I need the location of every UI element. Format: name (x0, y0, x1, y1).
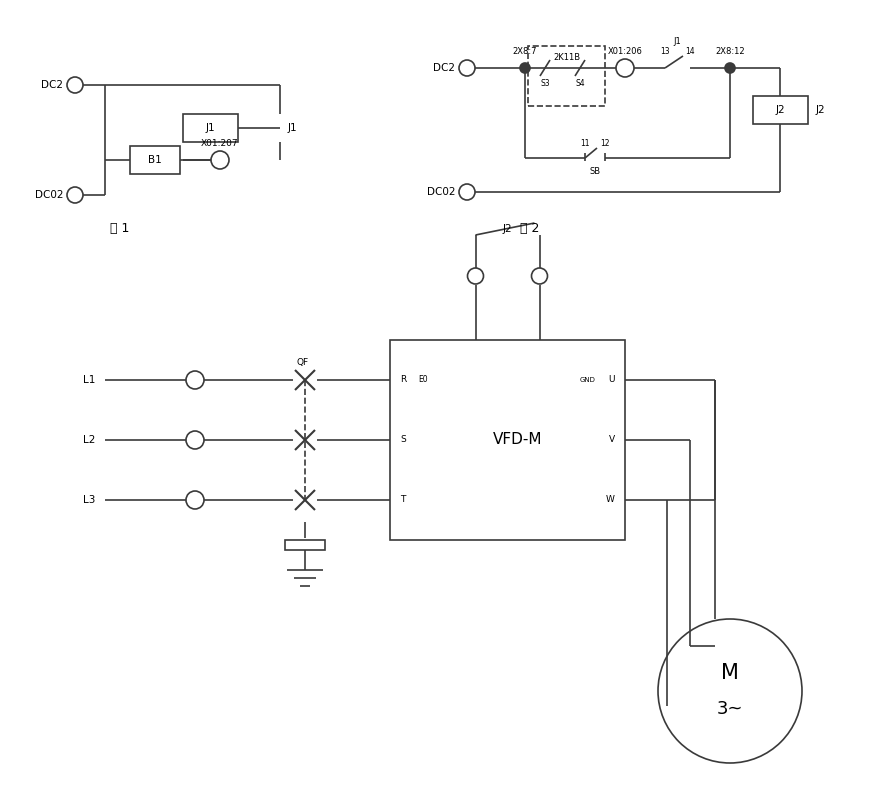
Text: L3: L3 (83, 495, 95, 505)
Text: T: T (400, 495, 406, 505)
Text: B1: B1 (148, 155, 162, 165)
Bar (285, 540, 325, 550)
Text: 图 1: 图 1 (110, 221, 130, 235)
Text: U: U (608, 376, 615, 384)
Text: 13: 13 (660, 48, 670, 57)
Text: 11: 11 (580, 139, 590, 149)
Text: DC02: DC02 (35, 190, 63, 200)
Circle shape (186, 371, 204, 389)
Text: SB: SB (590, 167, 600, 177)
Text: L2: L2 (83, 435, 95, 445)
Bar (390, 340, 625, 540)
Bar (130, 146, 180, 174)
Text: L1: L1 (83, 375, 95, 385)
Text: X01:206: X01:206 (607, 48, 642, 57)
Circle shape (520, 63, 530, 73)
Circle shape (467, 268, 483, 284)
Text: GND: GND (579, 377, 595, 383)
Text: M: M (721, 663, 739, 683)
Text: 2X8:7: 2X8:7 (512, 48, 537, 57)
Text: J2: J2 (775, 105, 785, 115)
Text: QF: QF (297, 357, 309, 366)
Text: 2K11B: 2K11B (553, 53, 580, 63)
Text: DC2: DC2 (433, 63, 455, 73)
Bar (752, 96, 807, 124)
Text: 图 2: 图 2 (520, 221, 540, 235)
Text: J2: J2 (503, 224, 512, 234)
Text: X01:207: X01:207 (202, 139, 239, 147)
Circle shape (532, 268, 548, 284)
Bar (528, 46, 605, 106)
Text: VFD-M: VFD-M (493, 432, 543, 447)
Circle shape (658, 619, 802, 763)
Circle shape (725, 63, 735, 73)
Circle shape (616, 59, 634, 77)
Text: S4: S4 (575, 80, 585, 88)
Text: E0: E0 (418, 376, 428, 384)
Text: R: R (400, 376, 406, 384)
Text: 2X8:12: 2X8:12 (715, 48, 745, 57)
Text: S: S (400, 435, 406, 444)
Circle shape (459, 184, 475, 200)
Circle shape (459, 60, 475, 76)
Circle shape (186, 431, 204, 449)
Text: J1: J1 (288, 123, 297, 133)
Text: 12: 12 (600, 139, 610, 149)
Text: 3~: 3~ (717, 700, 743, 718)
Circle shape (67, 77, 83, 93)
Text: DC02: DC02 (426, 187, 455, 197)
Text: J1: J1 (674, 37, 681, 46)
Text: J2: J2 (815, 105, 825, 115)
Text: W: W (607, 495, 615, 505)
Bar (183, 114, 237, 142)
Circle shape (211, 151, 229, 169)
Text: DC2: DC2 (41, 80, 63, 90)
Text: J1: J1 (205, 123, 215, 133)
Text: 14: 14 (686, 48, 694, 57)
Circle shape (67, 187, 83, 203)
Text: S3: S3 (540, 80, 550, 88)
Circle shape (186, 491, 204, 509)
Text: V: V (609, 435, 615, 444)
